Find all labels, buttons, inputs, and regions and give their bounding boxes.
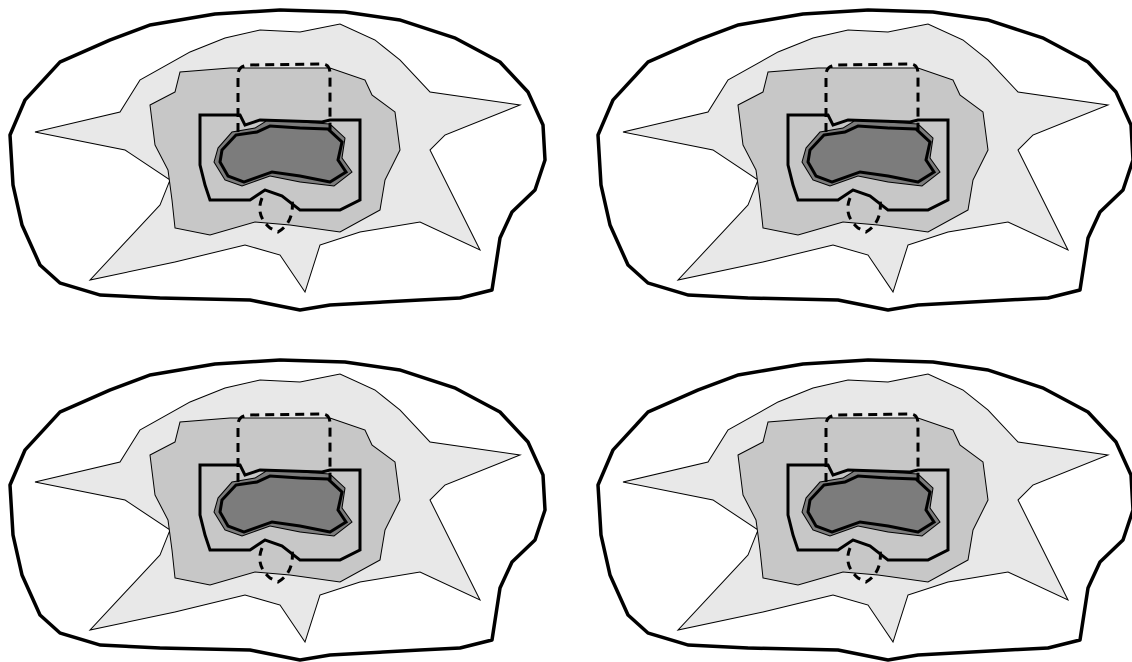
figure — [0, 0, 1132, 662]
page — [0, 0, 1132, 662]
panel-bottom-left — [10, 360, 545, 660]
panel-top-right — [598, 10, 1132, 310]
panel-bottom-right — [598, 360, 1132, 660]
panel-top-left — [10, 10, 545, 310]
